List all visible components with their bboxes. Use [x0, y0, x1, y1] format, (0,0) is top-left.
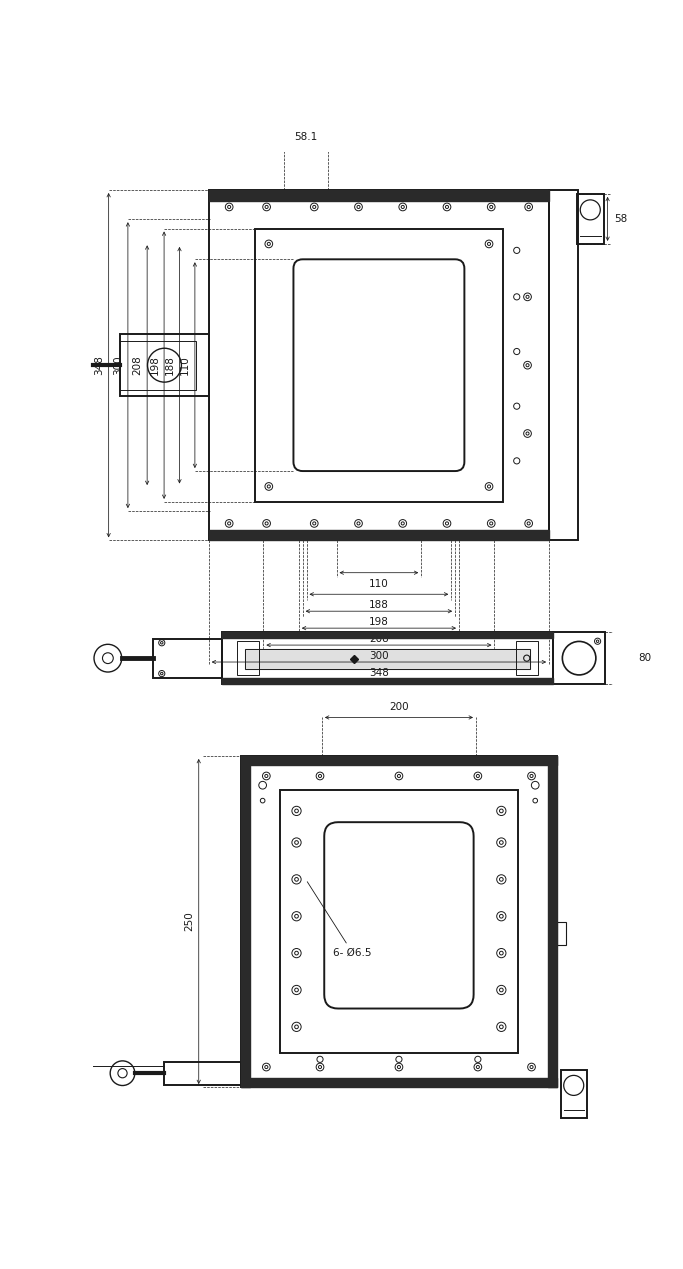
Bar — [245, 648, 530, 669]
Text: 188: 188 — [165, 355, 175, 376]
Text: 348: 348 — [94, 355, 104, 376]
Bar — [279, 789, 518, 1053]
Bar — [222, 632, 553, 684]
Text: 110: 110 — [180, 355, 191, 376]
Text: 300: 300 — [369, 651, 389, 661]
Text: 188: 188 — [369, 600, 389, 610]
Text: 208: 208 — [369, 634, 389, 645]
Bar — [255, 228, 503, 501]
Bar — [553, 632, 605, 684]
Bar — [152, 638, 222, 678]
Bar — [516, 641, 538, 675]
Bar — [120, 340, 197, 390]
Bar — [237, 641, 259, 675]
Text: 198: 198 — [150, 355, 159, 376]
Bar — [561, 1070, 587, 1118]
Text: 208: 208 — [133, 355, 143, 376]
Text: 348: 348 — [369, 669, 389, 678]
Bar — [209, 190, 549, 541]
Text: 58: 58 — [614, 214, 627, 223]
Text: 110: 110 — [369, 579, 389, 589]
Bar — [549, 190, 579, 541]
Text: 250: 250 — [184, 911, 194, 931]
Text: 58.1: 58.1 — [294, 132, 318, 142]
Bar — [557, 921, 566, 944]
Text: 198: 198 — [369, 617, 389, 627]
Bar — [241, 756, 557, 1088]
Bar — [577, 194, 604, 244]
Bar — [120, 335, 209, 396]
Text: 6- Ø6.5: 6- Ø6.5 — [307, 882, 372, 958]
Text: 80: 80 — [639, 654, 652, 664]
Text: 200: 200 — [389, 702, 408, 712]
Bar — [164, 1062, 241, 1085]
Text: 300: 300 — [113, 355, 123, 376]
